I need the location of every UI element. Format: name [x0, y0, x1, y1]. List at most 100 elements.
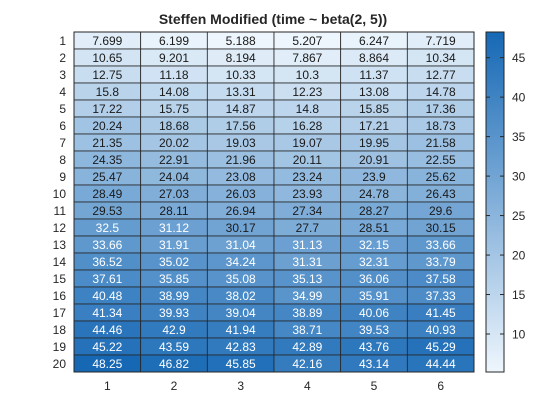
cell-value-label: 28.11	[159, 204, 188, 218]
colorbar-gradient	[485, 31, 505, 373]
cell-value-label: 20.91	[359, 153, 389, 167]
cell-value-label: 23.9	[362, 170, 386, 184]
cell-value-label: 32.15	[359, 238, 389, 252]
cell-value-label: 44.46	[92, 323, 122, 337]
colorbar-tick-label: 40	[512, 91, 526, 105]
cell-value-label: 8.864	[359, 51, 389, 65]
chart-title: Steffen Modified (time ~ beta(2, 5))	[159, 11, 387, 27]
y-tick-label: 20	[53, 357, 67, 371]
cell-value-label: 18.68	[159, 119, 189, 133]
cell-value-label: 15.85	[359, 102, 389, 116]
cell-value-label: 43.14	[359, 357, 389, 371]
colorbar-tick-label: 10	[512, 328, 526, 342]
cell-value-label: 16.28	[292, 119, 322, 133]
y-tick-label: 14	[53, 255, 67, 269]
y-tick-label: 17	[53, 306, 67, 320]
x-tick-label: 3	[237, 379, 244, 393]
x-tick-label: 2	[171, 379, 178, 393]
cell-value-label: 5.207	[292, 34, 322, 48]
cell-value-label: 37.58	[426, 272, 456, 286]
cell-value-label: 23.08	[226, 170, 256, 184]
y-tick-label: 8	[59, 153, 66, 167]
cell-value-label: 14.87	[226, 102, 256, 116]
cell-value-label: 42.83	[226, 340, 256, 354]
cell-value-label: 24.04	[159, 170, 189, 184]
cell-value-label: 36.52	[92, 255, 122, 269]
cell-value-label: 15.8	[96, 85, 120, 99]
cell-value-label: 13.08	[359, 85, 389, 99]
y-tick-label: 18	[53, 323, 67, 337]
cell-value-label: 35.02	[159, 255, 189, 269]
cell-value-label: 35.08	[226, 272, 256, 286]
cell-value-label: 28.51	[359, 221, 389, 235]
cell-value-label: 42.9	[162, 323, 186, 337]
cell-value-label: 28.49	[92, 187, 122, 201]
colorbar-tick-label: 20	[512, 249, 526, 263]
cell-value-label: 34.99	[292, 289, 322, 303]
cell-value-label: 40.06	[359, 306, 389, 320]
cell-value-label: 6.199	[159, 34, 189, 48]
cell-value-label: 35.85	[159, 272, 189, 286]
cell-value-label: 27.34	[292, 204, 322, 218]
cell-value-label: 14.8	[296, 102, 320, 116]
x-tick-labels: 1 2 3 4 5 6	[104, 379, 444, 393]
cell-value-label: 44.44	[426, 357, 456, 371]
x-tick-label: 5	[371, 379, 378, 393]
cell-value-label: 18.73	[426, 119, 456, 133]
cell-value-label: 30.17	[226, 221, 256, 235]
cell-value-label: 45.85	[226, 357, 256, 371]
y-tick-label: 6	[59, 119, 66, 133]
cell-value-label: 26.03	[226, 187, 256, 201]
cell-value-label: 10.34	[426, 51, 456, 65]
cell-value-label: 6.247	[359, 34, 389, 48]
cell-value-label: 40.93	[426, 323, 456, 337]
cell-value-label: 19.95	[359, 136, 389, 150]
cell-value-label: 7.719	[426, 34, 456, 48]
y-tick-label: 7	[59, 136, 66, 150]
heatmap-border	[73, 31, 475, 373]
cell-value-label: 43.76	[359, 340, 389, 354]
cell-value-label: 8.194	[226, 51, 256, 65]
cell-value-label: 35.13	[292, 272, 322, 286]
cell-value-label: 32.31	[359, 255, 389, 269]
cell-value-label: 15.75	[159, 102, 189, 116]
cell-value-label: 21.58	[426, 136, 456, 150]
cell-value-label: 33.66	[426, 238, 456, 252]
cell-value-label: 34.24	[226, 255, 256, 269]
cell-value-label: 38.89	[292, 306, 322, 320]
cell-value-label: 37.61	[92, 272, 122, 286]
y-tick-label: 4	[59, 85, 66, 99]
y-tick-label: 3	[59, 68, 66, 82]
y-tick-label: 13	[53, 238, 67, 252]
cell-value-label: 17.56	[226, 119, 256, 133]
cell-value-label: 12.23	[292, 85, 322, 99]
y-tick-label: 10	[53, 187, 67, 201]
cell-value-label: 40.48	[92, 289, 122, 303]
x-tick-label: 6	[437, 379, 444, 393]
cell-value-label: 23.24	[292, 170, 322, 184]
cell-value-label: 30.15	[426, 221, 456, 235]
cell-value-label: 19.07	[292, 136, 322, 150]
cell-value-label: 41.34	[92, 306, 122, 320]
cell-value-label: 12.77	[426, 68, 456, 82]
cell-value-label: 7.699	[92, 34, 122, 48]
cell-value-label: 17.21	[359, 119, 389, 133]
cell-value-label: 28.27	[359, 204, 389, 218]
cell-value-label: 20.11	[293, 153, 322, 167]
cell-value-label: 22.91	[159, 153, 189, 167]
cell-value-label: 31.13	[292, 238, 322, 252]
colorbar-tick-label: 25	[512, 209, 526, 223]
cell-value-label: 36.06	[359, 272, 389, 286]
cell-value-label: 7.867	[292, 51, 322, 65]
colorbar: 10 15 20 25 30 35 40 45	[485, 31, 526, 373]
cell-value-label: 48.25	[92, 357, 122, 371]
cell-value-label: 29.53	[92, 204, 122, 218]
cell-value-label: 35.91	[359, 289, 389, 303]
cell-value-label: 38.02	[226, 289, 256, 303]
cell-value-label: 46.82	[159, 357, 189, 371]
cell-value-label: 13.31	[226, 85, 256, 99]
cell-value-label: 14.08	[159, 85, 189, 99]
y-tick-label: 9	[59, 170, 66, 184]
cell-value-label: 11.18	[159, 68, 188, 82]
